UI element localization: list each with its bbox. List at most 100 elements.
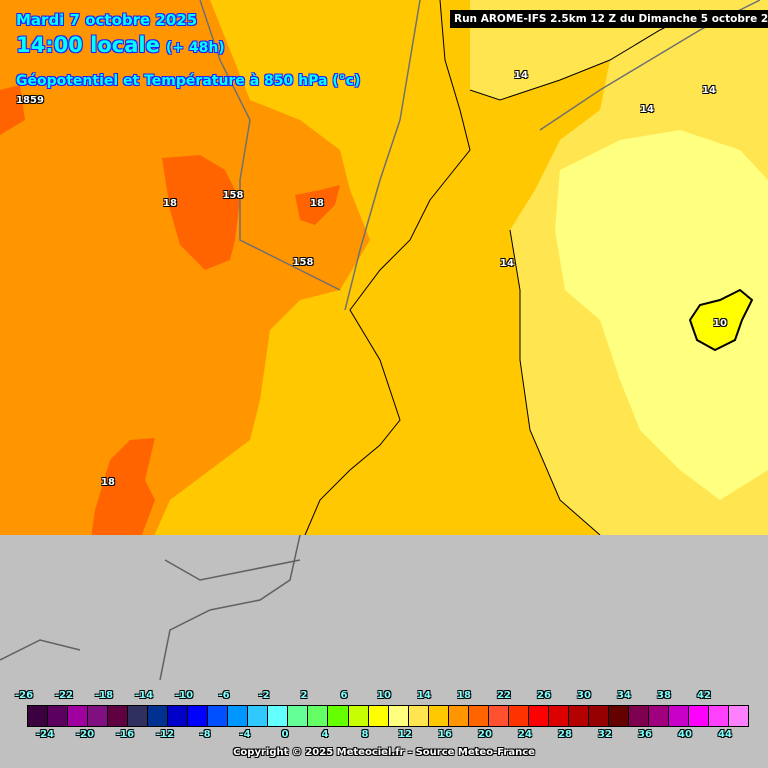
zone-16-18 (0, 0, 370, 555)
scale-tick-bottom: -20 (75, 729, 95, 740)
scale-tick-bottom: 32 (598, 729, 612, 740)
map-label: 18 (310, 198, 324, 209)
scale-tick-top: 26 (537, 690, 551, 701)
color-swatch (188, 706, 209, 726)
forecast-lead: (+ 48h) (165, 40, 225, 56)
map-label: 14 (500, 258, 514, 269)
scale-tick-top: 18 (457, 690, 471, 701)
zone-18-20-c (90, 438, 155, 545)
scale-tick-top: 2 (300, 690, 308, 701)
color-swatch (408, 706, 429, 726)
map-label: 14 (514, 70, 528, 81)
scale-tick-top: -18 (94, 690, 114, 701)
scale-tick-top: 6 (340, 690, 348, 701)
color-swatch (508, 706, 529, 726)
scale-tick-bottom: 16 (438, 729, 452, 740)
color-swatch (48, 706, 69, 726)
scale-tick-top: 38 (657, 690, 671, 701)
color-scale (27, 705, 749, 727)
color-swatch (88, 706, 109, 726)
scale-tick-bottom: 8 (361, 729, 369, 740)
color-swatch (729, 706, 749, 726)
color-swatch (268, 706, 289, 726)
color-swatch (288, 706, 309, 726)
color-swatch (709, 706, 730, 726)
color-swatch (628, 706, 649, 726)
zone-18-20-b (295, 185, 340, 225)
color-swatch (568, 706, 589, 726)
scale-tick-top: -2 (258, 690, 270, 701)
scale-tick-bottom: 20 (478, 729, 492, 740)
color-swatch (689, 706, 710, 726)
zone-10-12 (555, 130, 768, 500)
coastline (304, 0, 471, 536)
run-info: Run AROME-IFS 2.5km 12 Z du Dimanche 5 o… (450, 10, 768, 28)
parameter-title: Géopotentiel et Température à 850 hPa (°… (16, 73, 361, 89)
scale-tick-top: -14 (134, 690, 154, 701)
scale-tick-top: 14 (417, 690, 431, 701)
zone-8-10 (688, 288, 754, 352)
scale-tick-bottom: 12 (398, 729, 412, 740)
scale-tick-bottom: 28 (558, 729, 572, 740)
scale-tick-top: 30 (577, 690, 591, 701)
scale-tick-bottom: -12 (155, 729, 175, 740)
color-swatch (168, 706, 189, 726)
map-label: 14 (640, 104, 654, 115)
color-swatch (468, 706, 489, 726)
color-swatch (308, 706, 329, 726)
scale-tick-top: 10 (377, 690, 391, 701)
scale-tick-bottom: 0 (281, 729, 289, 740)
color-swatch (528, 706, 549, 726)
scale-tick-bottom: 40 (678, 729, 692, 740)
scale-tick-top: -10 (174, 690, 194, 701)
scale-tick-top: 22 (497, 690, 511, 701)
scale-tick-bottom: -24 (35, 729, 55, 740)
scale-tick-bottom: 4 (321, 729, 329, 740)
borders-south (0, 534, 301, 681)
color-swatch (68, 706, 89, 726)
scale-tick-bottom: 44 (718, 729, 732, 740)
forecast-time-text: 14:00 locale (16, 33, 160, 57)
color-swatch (428, 706, 449, 726)
forecast-time: 14:00 locale (+ 48h) (16, 33, 225, 57)
color-swatch (148, 706, 169, 726)
map-label: 14 (702, 85, 716, 96)
scale-tick-bottom: 24 (518, 729, 532, 740)
scale-tick-top: -26 (14, 690, 34, 701)
map-label: 158 (292, 257, 314, 268)
color-swatch (448, 706, 469, 726)
scale-tick-bottom: 36 (638, 729, 652, 740)
map-label: 18 (101, 477, 115, 488)
color-swatch (388, 706, 409, 726)
scale-tick-bottom: -4 (239, 729, 251, 740)
color-swatch (208, 706, 229, 726)
color-swatch (548, 706, 569, 726)
color-swatch (368, 706, 389, 726)
color-swatch (228, 706, 249, 726)
scale-tick-top: -22 (54, 690, 74, 701)
zone-18-20-a (162, 155, 240, 270)
scale-tick-bottom: -8 (199, 729, 211, 740)
map-label: 10 (713, 318, 727, 329)
color-swatch (348, 706, 369, 726)
scale-tick-bottom: -16 (115, 729, 135, 740)
color-swatch (28, 706, 49, 726)
zone-18-20-d (0, 85, 25, 135)
forecast-date: Mardi 7 octobre 2025 (16, 11, 198, 29)
color-swatch (648, 706, 669, 726)
map-label: 158 (222, 190, 244, 201)
map-label: 18 (163, 198, 177, 209)
color-swatch (108, 706, 129, 726)
scale-tick-top: 34 (617, 690, 631, 701)
scale-tick-top: 42 (697, 690, 711, 701)
color-swatch (128, 706, 149, 726)
scale-tick-top: -6 (218, 690, 230, 701)
color-swatch (608, 706, 629, 726)
color-swatch (488, 706, 509, 726)
color-swatch (248, 706, 269, 726)
no-data-area (0, 535, 768, 768)
color-swatch (588, 706, 609, 726)
color-swatch (669, 706, 690, 726)
color-swatch (328, 706, 349, 726)
